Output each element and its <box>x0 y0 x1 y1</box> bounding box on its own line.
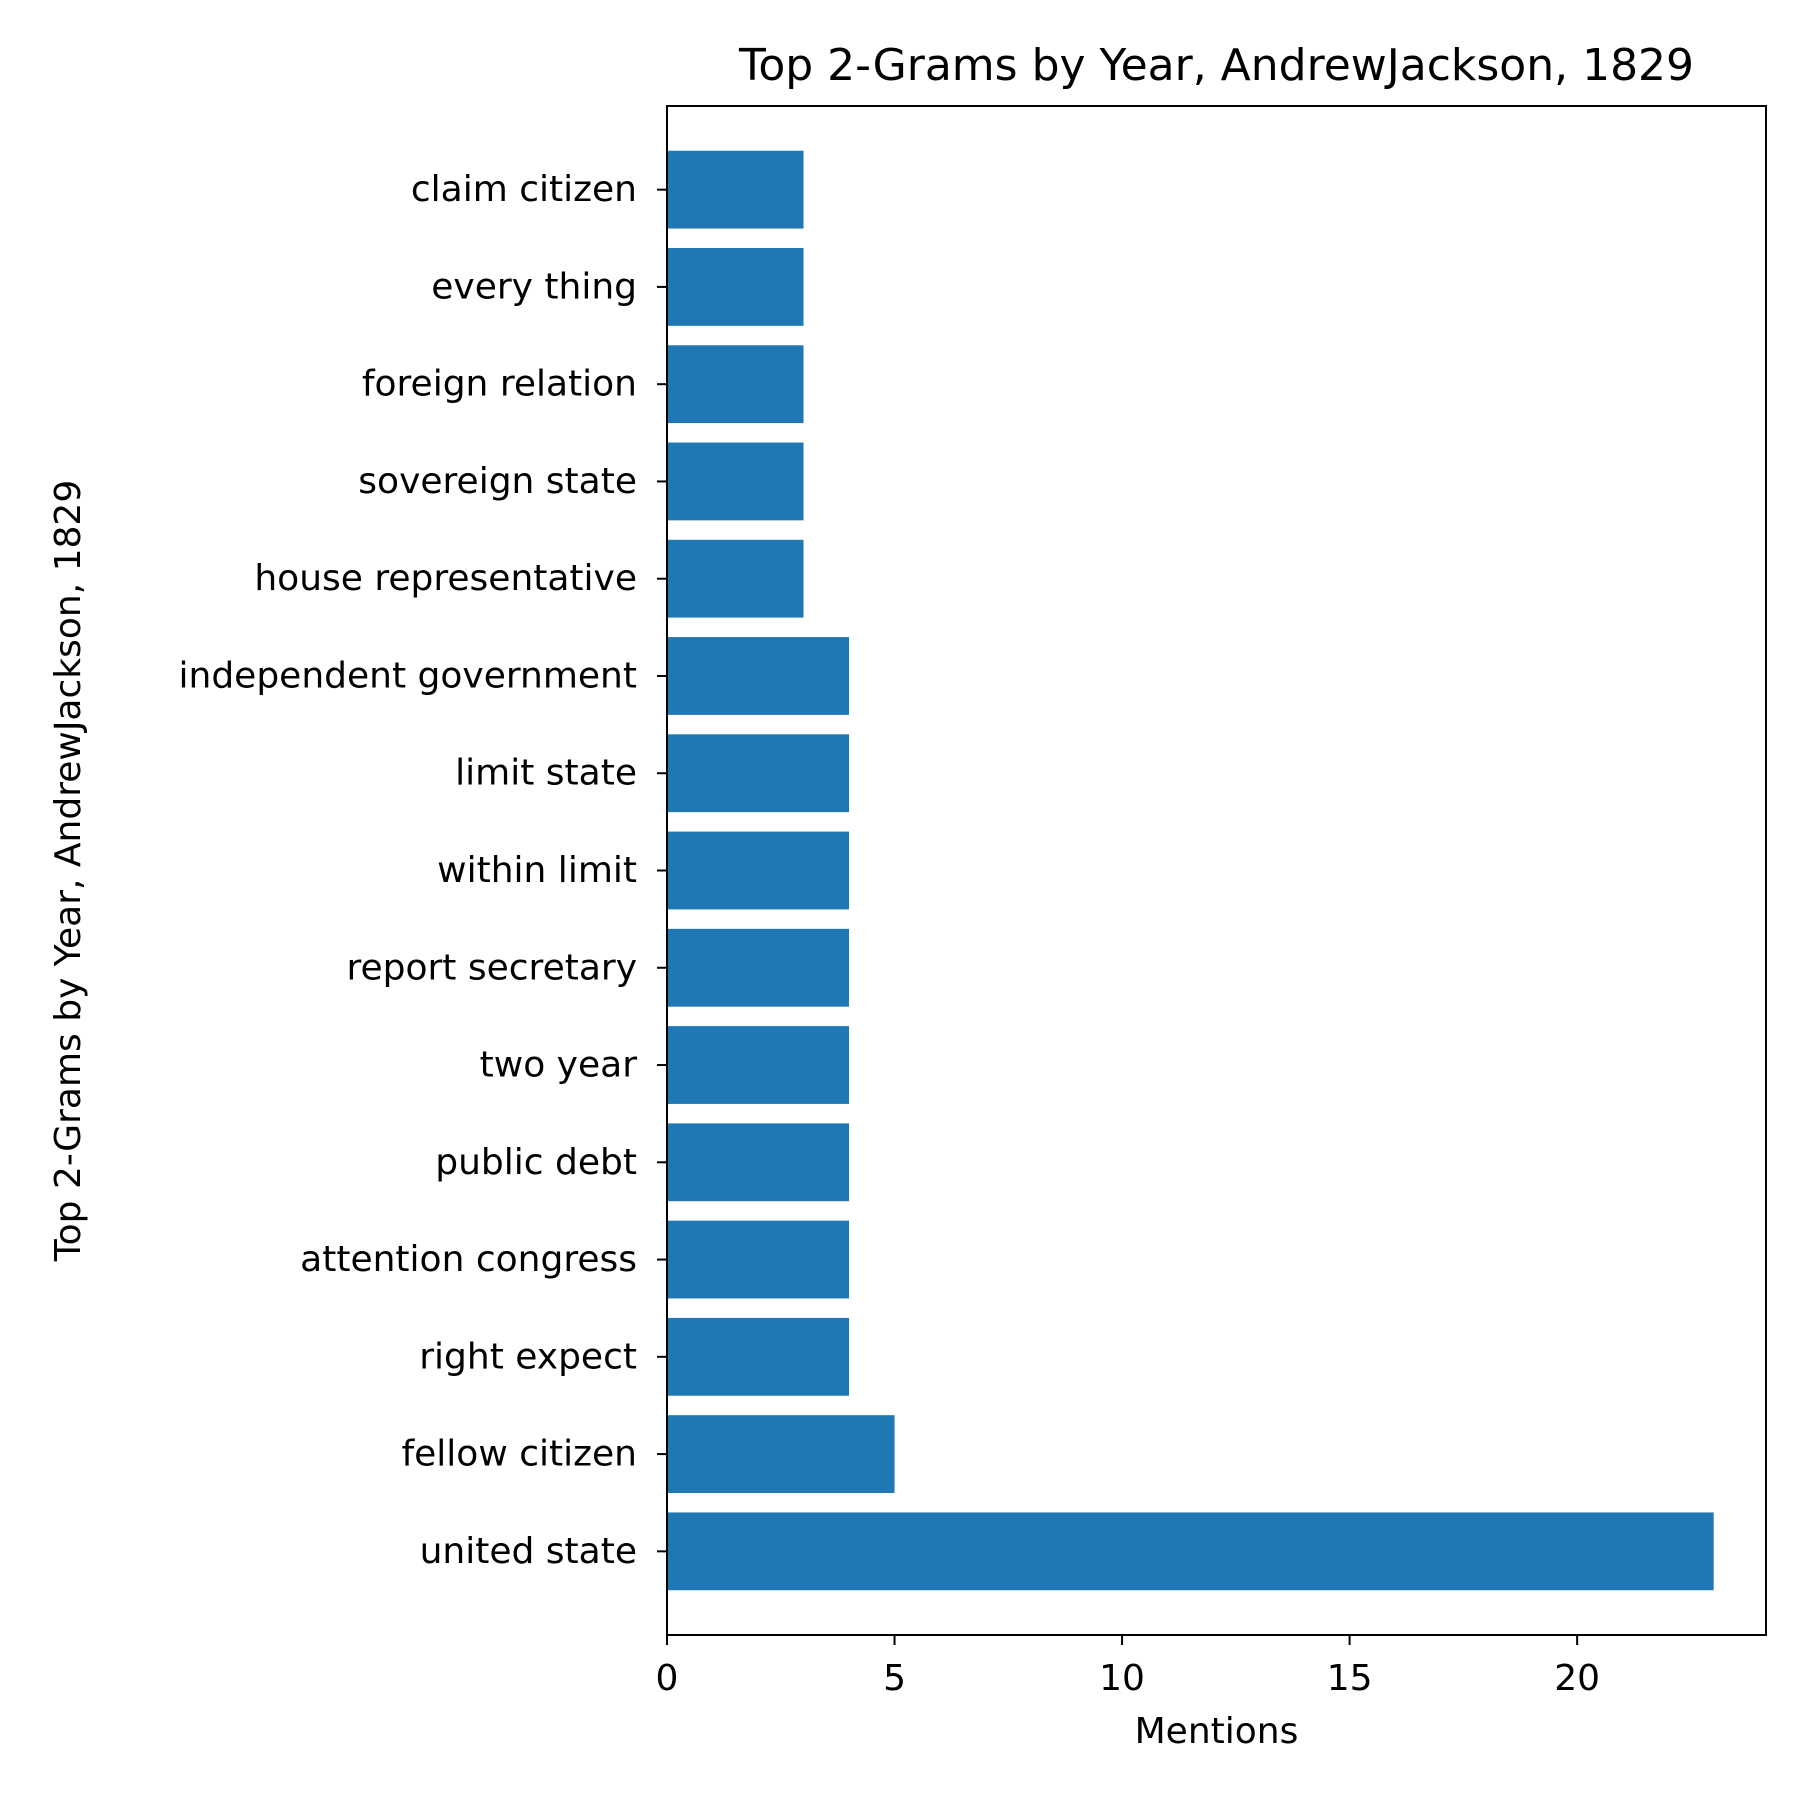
y-tick-label: house representative <box>254 558 637 599</box>
bar <box>667 539 804 618</box>
y-tick-label: report secretary <box>346 947 637 988</box>
plot-frame <box>666 105 1767 1636</box>
bar <box>667 442 804 521</box>
y-tick-label: within limit <box>437 850 637 891</box>
y-tick-label: attention congress <box>300 1239 637 1280</box>
y-tick-label: limit state <box>455 753 637 794</box>
bar <box>667 1512 1714 1591</box>
y-tick-label: sovereign state <box>358 461 637 502</box>
y-tick-label: fellow citizen <box>401 1434 637 1475</box>
chart-title: Top 2-Grams by Year, AndrewJackson, 1829 <box>738 40 1694 91</box>
y-ticks-group: united state fellow citizen right expect at… <box>179 169 667 1572</box>
bar <box>667 150 804 229</box>
bar <box>667 248 804 326</box>
bar <box>667 1026 850 1104</box>
x-tick-label: 15 <box>1327 1658 1373 1699</box>
y-tick-label: claim citizen <box>411 169 637 210</box>
bar <box>667 734 850 813</box>
bar <box>667 1220 850 1299</box>
x-tick-label: 0 <box>656 1658 679 1699</box>
bar <box>667 1415 895 1493</box>
bar <box>667 928 850 1007</box>
bar <box>667 831 850 910</box>
y-tick-label: independent government <box>179 655 637 696</box>
y-axis-label: Top 2-Grams by Year, AndrewJackson, 1829 <box>48 480 89 1262</box>
y-tick-label: every thing <box>431 266 637 307</box>
y-tick-label: right expect <box>419 1336 637 1377</box>
y-tick-label: foreign relation <box>362 364 637 405</box>
bar <box>667 1123 850 1202</box>
x-tick-label: 5 <box>883 1658 906 1699</box>
y-tick-label: united state <box>420 1531 637 1572</box>
bar <box>667 637 850 715</box>
x-tick-label: 10 <box>1099 1658 1145 1699</box>
x-tick-label: 20 <box>1554 1658 1600 1699</box>
y-tick-label: public debt <box>435 1142 637 1183</box>
y-tick-label: two year <box>480 1045 638 1086</box>
bars-group <box>667 150 1714 1591</box>
bar <box>667 345 804 424</box>
bar <box>667 1317 850 1396</box>
x-axis-label: Mentions <box>1135 1711 1299 1752</box>
x-ticks-group: 0 5 10 15 20 <box>656 1635 1600 1699</box>
